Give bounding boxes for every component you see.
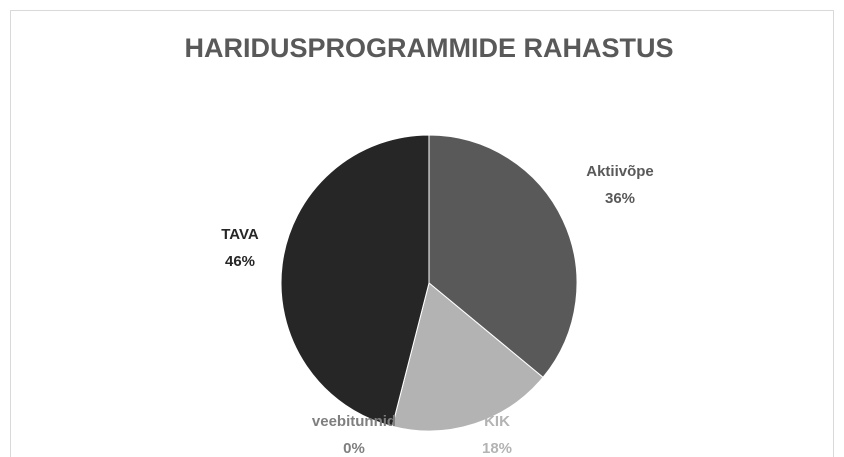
pie-slice [428, 134, 578, 379]
slice-value-label: 0% [343, 440, 365, 457]
slice-value-label: 46% [225, 253, 255, 270]
slice-label: KIK [484, 413, 510, 430]
pie-slice [391, 282, 544, 432]
chart-border [10, 10, 834, 457]
slice-label: Aktiivõpe [586, 163, 654, 180]
slice-label: veebitunnid [312, 413, 396, 430]
slice-label: TAVA [221, 226, 259, 243]
pie-slice [280, 134, 430, 427]
slice-value-label: 18% [482, 440, 512, 457]
slice-value-label: 36% [605, 190, 635, 207]
chart-title: HARIDUSPROGRAMMIDE RAHASTUS [184, 33, 673, 63]
